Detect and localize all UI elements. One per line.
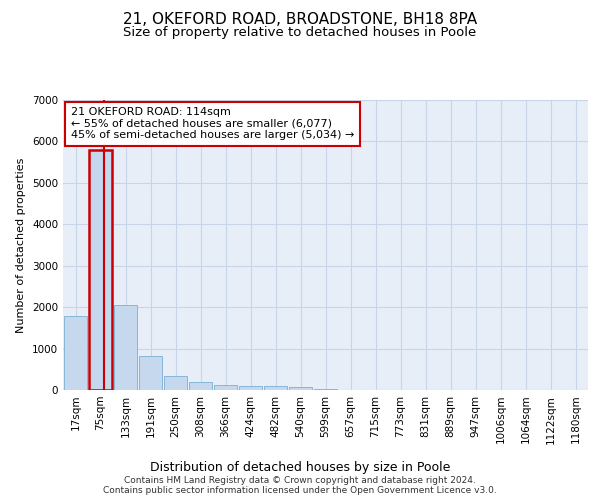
Bar (139, 356, 162, 390)
Text: Distribution of detached houses by size in Poole: Distribution of detached houses by size … (150, 461, 450, 474)
Bar (64, 316, 87, 390)
Y-axis label: Number of detached properties: Number of detached properties (16, 158, 26, 332)
Text: Size of property relative to detached houses in Poole: Size of property relative to detached ho… (124, 26, 476, 39)
Bar (264, 386, 287, 390)
Bar (114, 305, 137, 390)
Bar (239, 386, 262, 390)
Bar (89, 150, 112, 390)
Bar (289, 388, 312, 390)
Text: Contains HM Land Registry data © Crown copyright and database right 2024.
Contai: Contains HM Land Registry data © Crown c… (103, 476, 497, 495)
Text: 21 OKEFORD ROAD: 114sqm
← 55% of detached houses are smaller (6,077)
45% of semi: 21 OKEFORD ROAD: 114sqm ← 55% of detache… (71, 108, 354, 140)
Text: 21, OKEFORD ROAD, BROADSTONE, BH18 8PA: 21, OKEFORD ROAD, BROADSTONE, BH18 8PA (123, 12, 477, 28)
Bar (189, 382, 212, 390)
Bar (164, 376, 187, 390)
Bar (314, 389, 337, 390)
Bar (214, 386, 237, 390)
